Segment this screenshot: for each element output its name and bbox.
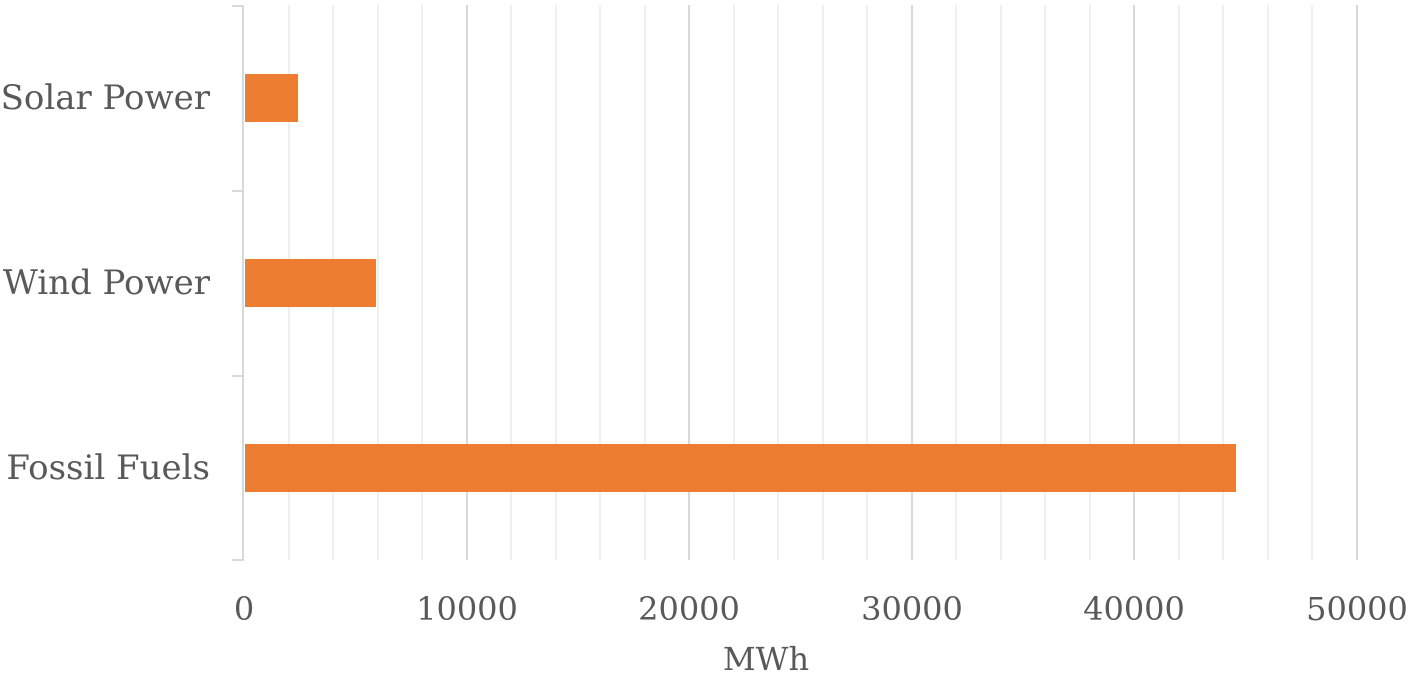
gridline (1356, 5, 1358, 560)
gridline (688, 5, 691, 560)
gridline (510, 5, 513, 560)
gridline (643, 5, 646, 560)
gridline (421, 5, 424, 560)
gridline (1088, 5, 1091, 560)
gridline (1177, 5, 1180, 560)
bar-fossil-fuels (245, 444, 1236, 492)
y-tick (232, 5, 244, 7)
y-axis (242, 5, 244, 560)
category-label: Fossil Fuels (6, 448, 210, 488)
y-tick (232, 559, 244, 561)
category-label: Wind Power (2, 263, 210, 303)
gridline (599, 5, 602, 560)
gridline (554, 5, 557, 560)
gridline (910, 5, 913, 560)
gridline (777, 5, 780, 560)
x-axis-title: MWh (722, 640, 810, 678)
bar-wind-power (245, 259, 377, 307)
gridline (999, 5, 1002, 560)
category-label: Solar Power (0, 78, 210, 118)
gridline (1044, 5, 1047, 560)
bar-solar-power (245, 74, 299, 122)
gridline (1266, 5, 1269, 560)
x-tick-label: 40000 (1083, 590, 1185, 628)
y-tick (232, 190, 244, 192)
x-tick-label: 30000 (861, 590, 963, 628)
gridline (376, 5, 379, 560)
gridline (1222, 5, 1225, 560)
x-tick-label: 50000 (1306, 590, 1408, 628)
gridline (465, 5, 468, 560)
gridline (955, 5, 958, 560)
x-tick-label: 0 (233, 590, 255, 628)
y-tick (232, 375, 244, 377)
gridline (732, 5, 735, 560)
gridline (821, 5, 824, 560)
gridline (866, 5, 869, 560)
gridline (1133, 5, 1136, 560)
gridline (1311, 5, 1314, 560)
x-tick-label: 20000 (638, 590, 740, 628)
x-tick-label: 10000 (416, 590, 518, 628)
